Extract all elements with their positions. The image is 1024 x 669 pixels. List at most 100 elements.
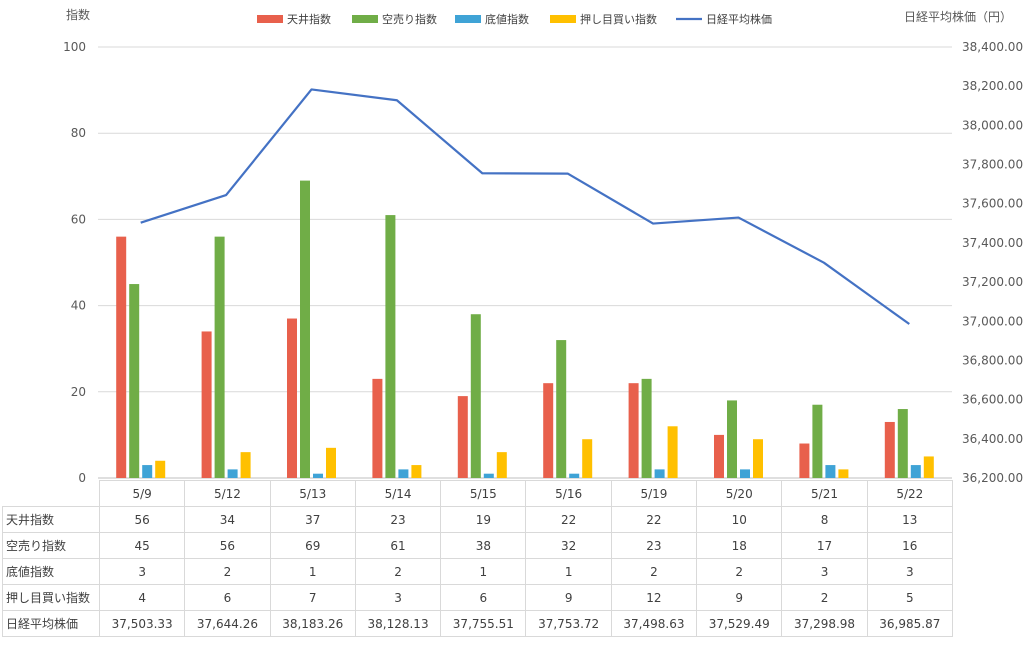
y-tick-label: 60 — [71, 212, 86, 226]
y-tick-label: 40 — [71, 299, 86, 313]
table-cell: 56 — [184, 532, 271, 559]
table-cell: 2 — [610, 558, 698, 585]
table-row: 空売り指数 45 56 69 61 38 32 23 18 17 16 — [2, 532, 953, 559]
table-cell: 37,644.26 — [184, 610, 271, 637]
bar — [884, 421, 895, 478]
bar — [740, 469, 750, 478]
table-cell: 23 — [610, 532, 698, 559]
category-label: 5/19 — [610, 480, 698, 507]
table-cell: 16 — [866, 532, 953, 559]
bar — [910, 465, 921, 478]
legend-label: 日経平均株価 — [706, 12, 772, 26]
series-line — [140, 88, 910, 325]
category-label: 5/20 — [696, 480, 783, 507]
bar — [838, 469, 849, 478]
y2-tick-label: 37,000.00 — [962, 314, 1023, 328]
y2-tick-label: 37,400.00 — [962, 236, 1023, 250]
table-cell: 19 — [440, 506, 527, 533]
category-label: 5/21 — [781, 480, 868, 507]
category-label: 5/16 — [525, 480, 612, 507]
table-cell: 8 — [781, 506, 868, 533]
table-cell: 13 — [866, 506, 953, 533]
table-cell: 4 — [98, 584, 186, 611]
gridlines — [98, 46, 952, 479]
table-cell: 12 — [610, 584, 698, 611]
table-cell: 2 — [184, 558, 271, 585]
bar — [825, 465, 836, 478]
bar — [411, 465, 422, 478]
y2-tick-label: 38,400.00 — [962, 40, 1023, 54]
legend-label: 空売り指数 — [382, 12, 437, 26]
table-row-label: 日経平均株価 — [2, 610, 100, 637]
table-cell: 23 — [354, 506, 442, 533]
bar — [569, 473, 580, 478]
bar — [556, 340, 567, 478]
table-cell: 1 — [525, 558, 612, 585]
bar — [201, 331, 212, 478]
data-table: 5/9 5/12 5/13 5/14 5/15 5/16 5/19 5/20 5/21 5/22 天… — [2, 480, 953, 637]
legend-swatch — [352, 15, 378, 23]
bar — [897, 409, 908, 478]
table-row-label: 底値指数 — [2, 558, 100, 585]
bar — [457, 396, 468, 478]
bar — [654, 469, 665, 478]
table-row-label: 空売り指数 — [2, 532, 100, 559]
legend-swatch — [455, 15, 481, 23]
bar — [116, 236, 127, 478]
table-cell: 2 — [354, 558, 442, 585]
legend-swatch — [257, 15, 283, 23]
y2-axis-title: 日経平均株価（円） — [904, 9, 1012, 24]
table-cell: 38,128.13 — [354, 610, 442, 637]
y2-tick-label: 38,200.00 — [962, 79, 1023, 93]
bar — [129, 284, 140, 478]
y-tick-label: 20 — [71, 385, 86, 399]
category-label: 5/22 — [866, 480, 953, 507]
table-cell: 3 — [781, 558, 868, 585]
table-row-label: 押し目買い指数 — [2, 584, 100, 611]
table-cell: 37,755.51 — [440, 610, 527, 637]
bar — [155, 460, 166, 478]
table-cell: 7 — [269, 584, 356, 611]
legend-label: 天井指数 — [287, 12, 331, 26]
y2-tick-label: 37,200.00 — [962, 275, 1023, 289]
table-cell: 37,498.63 — [610, 610, 698, 637]
table-cell: 3 — [354, 584, 442, 611]
bar — [470, 314, 481, 478]
bar — [799, 443, 810, 478]
table-row: 天井指数 56 34 37 23 19 22 22 10 8 13 — [2, 506, 953, 533]
table-cell: 34 — [184, 506, 271, 533]
bar — [326, 447, 336, 478]
y-axis-ticks: 0 20 40 60 80 100 — [63, 40, 86, 485]
bar — [582, 439, 593, 478]
category-label: 5/15 — [440, 480, 527, 507]
table-cell: 69 — [269, 532, 356, 559]
table-cell: 3 — [866, 558, 953, 585]
table-cell: 22 — [525, 506, 612, 533]
category-label: 5/12 — [184, 480, 271, 507]
table-cell: 45 — [98, 532, 186, 559]
table-cell: 2 — [781, 584, 868, 611]
table-cell: 9 — [525, 584, 612, 611]
table-cell: 5 — [866, 584, 953, 611]
bar — [142, 465, 153, 478]
table-cell: 22 — [610, 506, 698, 533]
table-cell: 38,183.26 — [269, 610, 356, 637]
table-corner — [2, 480, 100, 507]
table-cell: 37 — [269, 506, 356, 533]
table-cell: 10 — [696, 506, 783, 533]
y2-tick-label: 36,600.00 — [962, 393, 1023, 407]
y2-tick-label: 36,800.00 — [962, 353, 1023, 367]
bar — [372, 378, 383, 478]
y2-tick-label: 37,800.00 — [962, 158, 1023, 172]
bar — [240, 452, 251, 478]
table-row: 底値指数 3 2 1 2 1 1 2 2 3 3 — [2, 558, 953, 585]
category-label: 5/13 — [269, 480, 356, 507]
table-cell: 3 — [98, 558, 186, 585]
bar — [227, 469, 238, 478]
bars — [116, 180, 934, 479]
y2-tick-label: 37,600.00 — [962, 197, 1023, 211]
bar — [287, 318, 297, 478]
bar — [385, 215, 396, 478]
legend-label: 押し目買い指数 — [580, 12, 657, 26]
y-tick-label: 100 — [63, 40, 86, 54]
